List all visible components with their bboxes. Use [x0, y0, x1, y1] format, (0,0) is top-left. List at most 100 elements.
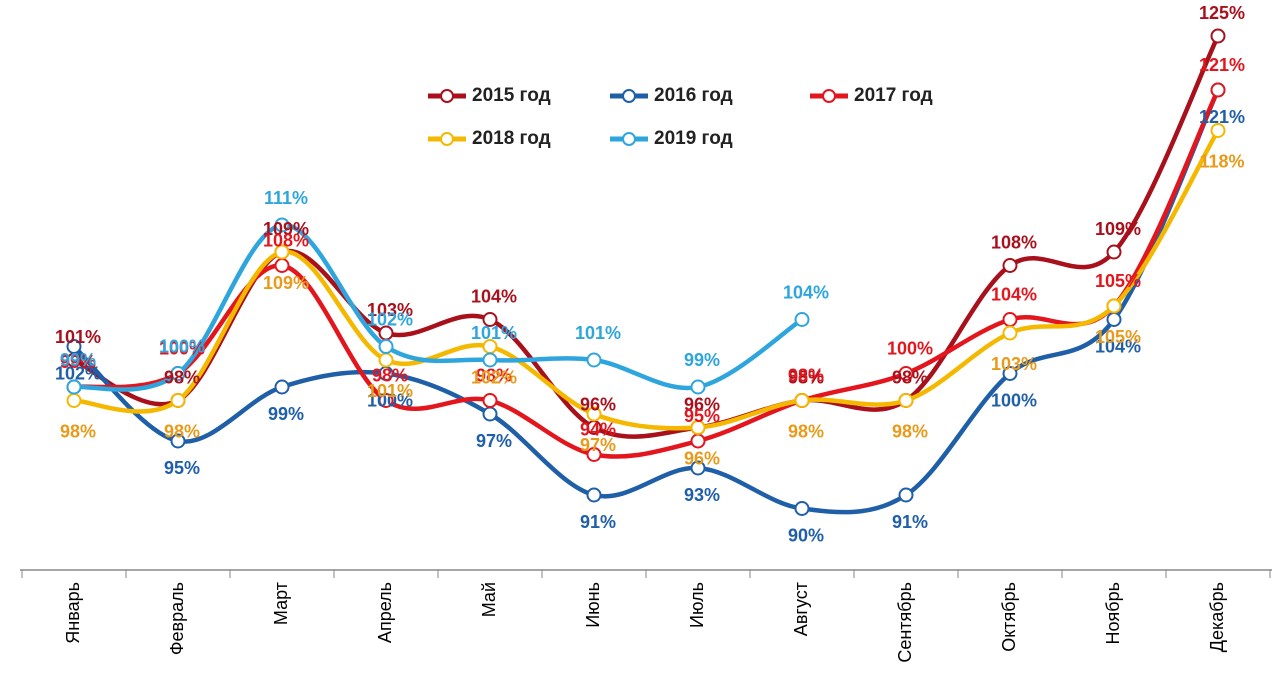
series [66, 123, 1226, 435]
legend-label: 2016 год [654, 85, 733, 106]
data-label: 99% [60, 350, 96, 370]
point [690, 433, 706, 449]
series-line [72, 89, 1221, 515]
point [1210, 82, 1226, 98]
data-label: 90% [788, 525, 824, 545]
series [66, 82, 1226, 516]
point [66, 339, 82, 354]
data-label: 102% [471, 367, 517, 387]
point [690, 460, 706, 476]
point [170, 433, 186, 449]
data-label: 98% [892, 367, 928, 387]
x-tick-label: Январь [63, 582, 83, 644]
data-label: 101% [575, 323, 621, 343]
point [66, 393, 82, 408]
data-label: 108% [991, 232, 1037, 252]
data-label: 100% [159, 336, 205, 356]
data-label: 104% [783, 282, 829, 302]
point [378, 339, 394, 354]
point [482, 312, 498, 327]
data-label: 109% [263, 219, 309, 239]
point [586, 487, 602, 503]
series-line [73, 89, 1221, 459]
data-label: 118% [1199, 151, 1244, 171]
series-line [73, 222, 804, 392]
data-label: 97% [580, 435, 616, 455]
point [482, 393, 498, 408]
data-label: 99% [684, 350, 720, 370]
data-label: 96% [684, 394, 720, 414]
legend-marker [440, 132, 454, 146]
point [1002, 258, 1018, 273]
x-tick-label: Август [791, 582, 811, 636]
x-tick-label: Апрель [375, 582, 395, 643]
point [690, 420, 706, 435]
x-tick-label: Декабрь [1207, 582, 1227, 652]
data-label: 98% [476, 365, 512, 385]
x-tick-label: Октябрь [999, 582, 1019, 652]
data-label: 104% [1095, 336, 1141, 356]
x-tick-label: Июнь [583, 582, 603, 628]
data-label: 95% [164, 458, 200, 478]
point [1002, 366, 1018, 381]
data-label: 104% [471, 286, 517, 306]
point [1002, 325, 1018, 341]
data-label: 100% [159, 338, 205, 358]
data-label: 101% [471, 323, 517, 343]
data-label: 98% [164, 421, 200, 441]
data-label: 109% [263, 273, 309, 293]
data-label: 91% [892, 512, 928, 532]
data-label: 102% [55, 363, 101, 383]
point [690, 379, 706, 395]
series [66, 217, 810, 395]
point [378, 393, 394, 408]
data-label: 98% [788, 367, 824, 387]
data-label: 102% [367, 309, 413, 329]
point [170, 366, 186, 381]
data-label: 98% [60, 421, 96, 441]
data-label: 96% [684, 448, 720, 468]
legend-label: 2018 год [472, 128, 551, 149]
data-label: 94% [580, 419, 616, 439]
legend-marker [440, 89, 454, 103]
data-label: 98% [372, 365, 408, 385]
data-label: 99% [60, 352, 96, 372]
point [1210, 28, 1226, 44]
legend-label: 2019 год [654, 128, 733, 149]
data-label: 105% [1095, 271, 1141, 291]
x-tick-label: Июль [687, 582, 707, 628]
point [482, 352, 498, 368]
data-label: 101% [55, 327, 101, 347]
point [1210, 123, 1226, 138]
legend-marker [822, 89, 836, 103]
data-label: 98% [164, 367, 200, 387]
data-label: 98% [788, 421, 824, 441]
point [274, 379, 290, 395]
data-label: 101% [367, 381, 413, 401]
point [1002, 312, 1018, 327]
data-label: 99% [268, 404, 304, 424]
data-label: 95% [684, 406, 720, 426]
legend-marker [622, 132, 636, 146]
data-label: 91% [580, 512, 616, 532]
data-label: 103% [367, 300, 413, 320]
data-label: 109% [1095, 219, 1141, 239]
point [1106, 312, 1122, 327]
x-tick-label: Май [479, 582, 499, 617]
data-label: 97% [476, 431, 512, 451]
data-label: 111% [264, 188, 308, 208]
point [586, 447, 602, 462]
data-label: 105% [1095, 327, 1141, 347]
legend-marker [622, 89, 636, 103]
legend-label: 2017 год [854, 85, 933, 106]
point [274, 244, 290, 260]
x-tick-label: Март [271, 582, 291, 625]
data-label: 121% [1199, 55, 1245, 75]
data-label: 104% [991, 284, 1037, 304]
point [898, 487, 914, 503]
data-label: 98% [788, 365, 824, 385]
point [794, 501, 810, 516]
data-label: 100% [991, 390, 1037, 410]
point [482, 406, 498, 422]
